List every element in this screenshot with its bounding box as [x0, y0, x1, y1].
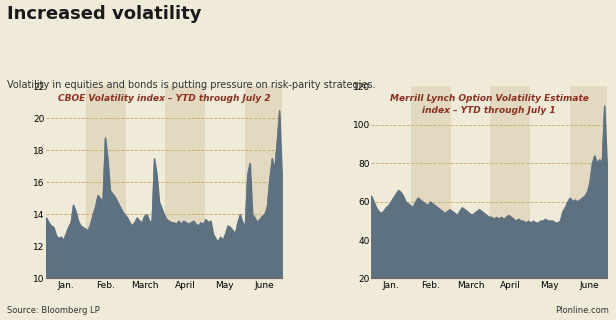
Bar: [490, 86, 530, 278]
Text: Volatility in equities and bonds is putting pressure on risk-parity strategies.: Volatility in equities and bonds is putt…: [7, 80, 376, 90]
Text: CBOE Volatility index – YTD through July 2: CBOE Volatility index – YTD through July…: [58, 94, 270, 103]
Bar: [371, 86, 411, 278]
Text: Plonline.com: Plonline.com: [555, 306, 609, 315]
Bar: [411, 86, 450, 278]
Text: Increased volatility: Increased volatility: [7, 5, 202, 23]
Bar: [205, 86, 245, 278]
Bar: [126, 86, 165, 278]
Bar: [530, 86, 570, 278]
Bar: [46, 86, 86, 278]
Bar: [165, 86, 205, 278]
Bar: [450, 86, 490, 278]
Bar: [86, 86, 126, 278]
Text: Merrill Lynch Option Volatility Estimate
index – YTD through July 1: Merrill Lynch Option Volatility Estimate…: [389, 94, 588, 115]
Text: Source: Bloomberg LP: Source: Bloomberg LP: [7, 306, 100, 315]
Bar: [570, 86, 607, 278]
Bar: [245, 86, 282, 278]
